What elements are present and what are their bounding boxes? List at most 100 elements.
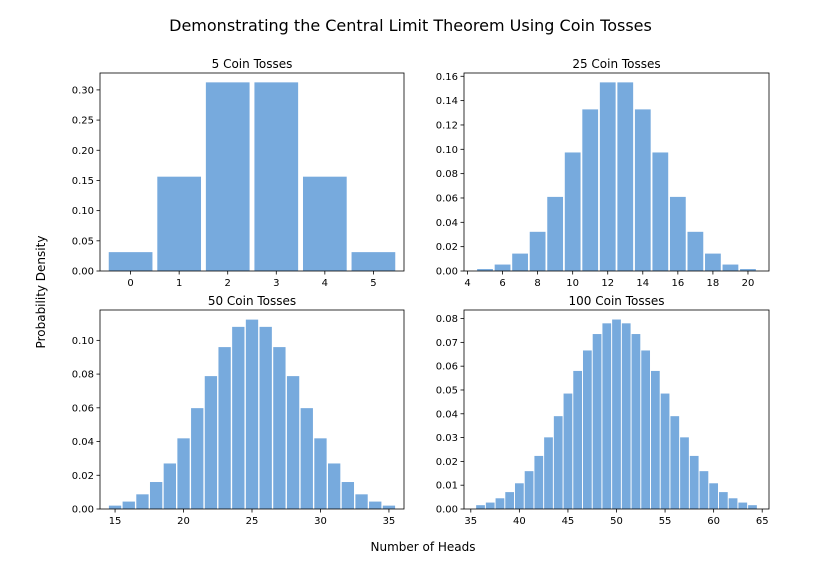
y-tick-label: 0.02	[436, 457, 458, 468]
axes-frame	[463, 72, 770, 272]
bar	[534, 455, 544, 509]
x-tick-label: 55	[659, 516, 672, 527]
y-tick-label: 0.16	[436, 72, 458, 83]
x-tick-label: 65	[756, 516, 769, 527]
x-tick-label: 8	[534, 278, 540, 289]
bar	[573, 370, 583, 509]
y-tick-label: 0.10	[72, 336, 94, 347]
x-axis-label: Number of Heads	[370, 540, 476, 554]
x-tick-label: 25	[246, 516, 259, 527]
y-tick-label: 0.25	[72, 116, 94, 127]
y-tick-label: 0.12	[436, 120, 458, 131]
bar	[634, 109, 651, 272]
bar	[641, 350, 651, 509]
bar	[286, 376, 300, 509]
x-tick-label: 1	[176, 278, 182, 289]
bar	[599, 82, 616, 271]
bar	[670, 416, 680, 509]
bar	[177, 438, 190, 509]
x-tick-label: 45	[562, 516, 575, 527]
y-tick-label: 0.06	[436, 193, 458, 204]
y-tick-label: 0.08	[72, 370, 94, 381]
bar	[617, 82, 634, 271]
bar	[157, 176, 202, 271]
bar	[485, 502, 495, 509]
y-tick-label: 0.04	[72, 437, 94, 448]
bar	[722, 264, 739, 271]
subplot-title: 25 Coin Tosses	[572, 57, 660, 71]
bar	[108, 252, 153, 271]
subplot-title: 100 Coin Tosses	[569, 294, 665, 308]
bar	[563, 393, 573, 509]
y-tick-label: 0.30	[72, 85, 94, 96]
bar	[650, 370, 660, 509]
bar	[547, 196, 564, 271]
x-tick-label: 0	[127, 278, 133, 289]
bar	[259, 326, 272, 509]
bar	[689, 455, 699, 509]
y-tick-label: 0.06	[72, 403, 94, 414]
bar	[652, 152, 669, 271]
subplot-4: 100 Coin Tosses 35 40 45 50 55 60 65 0.00 0.01 0.0…	[436, 294, 770, 527]
bar	[476, 505, 485, 509]
bar	[553, 416, 563, 509]
bar	[136, 494, 149, 509]
y-tick-label: 0.07	[436, 338, 458, 349]
y-tick-label: 0.02	[436, 242, 458, 253]
x-tick-label: 18	[707, 278, 720, 289]
y-tick-label: 0.08	[436, 314, 458, 325]
bar	[232, 326, 245, 509]
bar	[355, 494, 368, 509]
y-tick-label: 0.10	[72, 206, 94, 217]
y-tick-label: 0.06	[436, 362, 458, 373]
y-tick-label: 0.04	[436, 409, 458, 420]
x-tick-label: 60	[707, 516, 720, 527]
x-tick-label: 12	[601, 278, 614, 289]
x-tick-label: 15	[109, 516, 122, 527]
bar	[718, 492, 728, 509]
x-tick-label: 5	[370, 278, 376, 289]
x-tick-label: 4	[464, 278, 470, 289]
bar	[314, 438, 327, 509]
bar	[218, 347, 231, 509]
bar	[709, 483, 719, 509]
y-tick-label: 0.05	[436, 385, 458, 396]
bar	[205, 82, 250, 271]
bar	[669, 196, 686, 271]
bar	[544, 437, 553, 509]
bar	[687, 231, 704, 271]
bar	[245, 319, 259, 509]
subplot-1: 5 Coin Tosses 0 1 2 3 4 5 0.00 0.05 0.10 0.15 0.20 0…	[72, 57, 405, 289]
subplot-title: 5 Coin Tosses	[212, 57, 293, 71]
bar	[341, 482, 355, 509]
y-tick-label: 0.00	[436, 267, 458, 278]
y-tick-label: 0.14	[436, 96, 458, 107]
bar	[382, 505, 396, 509]
bar	[369, 501, 382, 509]
bar	[660, 393, 670, 509]
y-tick-label: 0.00	[72, 505, 94, 516]
bar	[204, 376, 218, 509]
bar	[512, 253, 528, 271]
x-tick-label: 40	[513, 516, 526, 527]
bar	[529, 231, 546, 271]
bar	[328, 463, 341, 509]
x-tick-label: 16	[671, 278, 684, 289]
bar	[612, 319, 621, 509]
x-tick-label: 6	[499, 278, 505, 289]
x-tick-label: 4	[322, 278, 328, 289]
bar	[351, 252, 396, 271]
bar	[740, 269, 756, 271]
bar	[631, 334, 641, 509]
subplot-title: 50 Coin Tosses	[208, 294, 296, 308]
x-tick-label: 3	[273, 278, 279, 289]
y-tick-label: 0.20	[72, 146, 94, 157]
bar	[705, 253, 721, 271]
y-tick-label: 0.00	[72, 267, 94, 278]
bar	[738, 502, 748, 509]
bar	[163, 463, 176, 509]
bar	[699, 471, 709, 509]
bar	[748, 505, 757, 509]
bar	[728, 498, 738, 509]
